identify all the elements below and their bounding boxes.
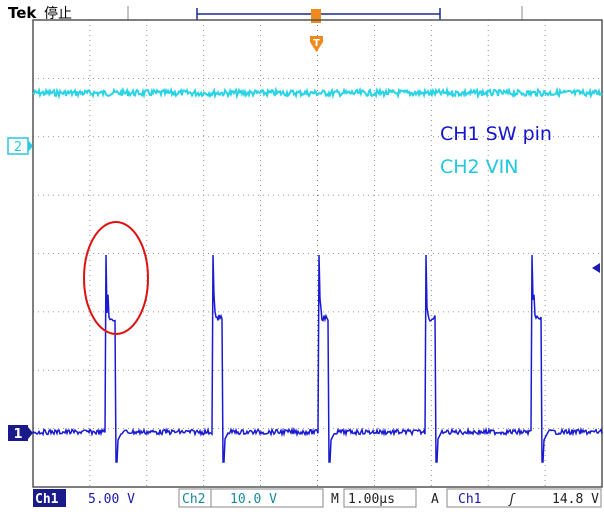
trigger-source: Ch1 bbox=[458, 492, 481, 507]
ch2-marker-arrow bbox=[28, 140, 33, 152]
highlight-circle bbox=[83, 221, 149, 335]
ch1-marker: 1 bbox=[13, 427, 22, 442]
trigger-position bbox=[311, 9, 321, 23]
brand: Tek bbox=[8, 4, 37, 22]
waveforms bbox=[32, 86, 603, 463]
ch2-scale: 10.0 V bbox=[230, 492, 277, 507]
ch2-marker: 2 bbox=[14, 140, 22, 155]
trigger-label: A bbox=[431, 492, 439, 507]
trigger-marker: T bbox=[313, 38, 320, 49]
trigger-box bbox=[446, 488, 602, 508]
ch1-label-box bbox=[33, 489, 66, 507]
trigger-slope: ʃ bbox=[508, 492, 516, 507]
time-scale: 1.00µs bbox=[348, 492, 395, 507]
ch1-marker-arrow bbox=[28, 427, 33, 439]
ch1-marker-box bbox=[8, 425, 28, 441]
ch2-trace bbox=[32, 86, 603, 100]
trigger-level: 14.8 V bbox=[552, 492, 599, 507]
ch2-scale-box bbox=[210, 488, 324, 508]
time-box bbox=[343, 488, 417, 508]
ch1-label: Ch1 bbox=[35, 492, 59, 507]
plot-frame bbox=[32, 19, 603, 488]
run-status: 停止 bbox=[44, 5, 72, 22]
trigger-marker-shape bbox=[310, 36, 323, 52]
ch2-label: Ch2 bbox=[182, 492, 205, 507]
time-label: M bbox=[331, 492, 339, 507]
annotation-ch1: CH1 SW pin bbox=[440, 123, 552, 145]
trigger-level-arrow bbox=[592, 263, 600, 273]
ch1-trace bbox=[32, 254, 603, 463]
annotation-ch2: CH2 VIN bbox=[440, 156, 519, 178]
ch1-scale: 5.00 V bbox=[88, 492, 135, 507]
